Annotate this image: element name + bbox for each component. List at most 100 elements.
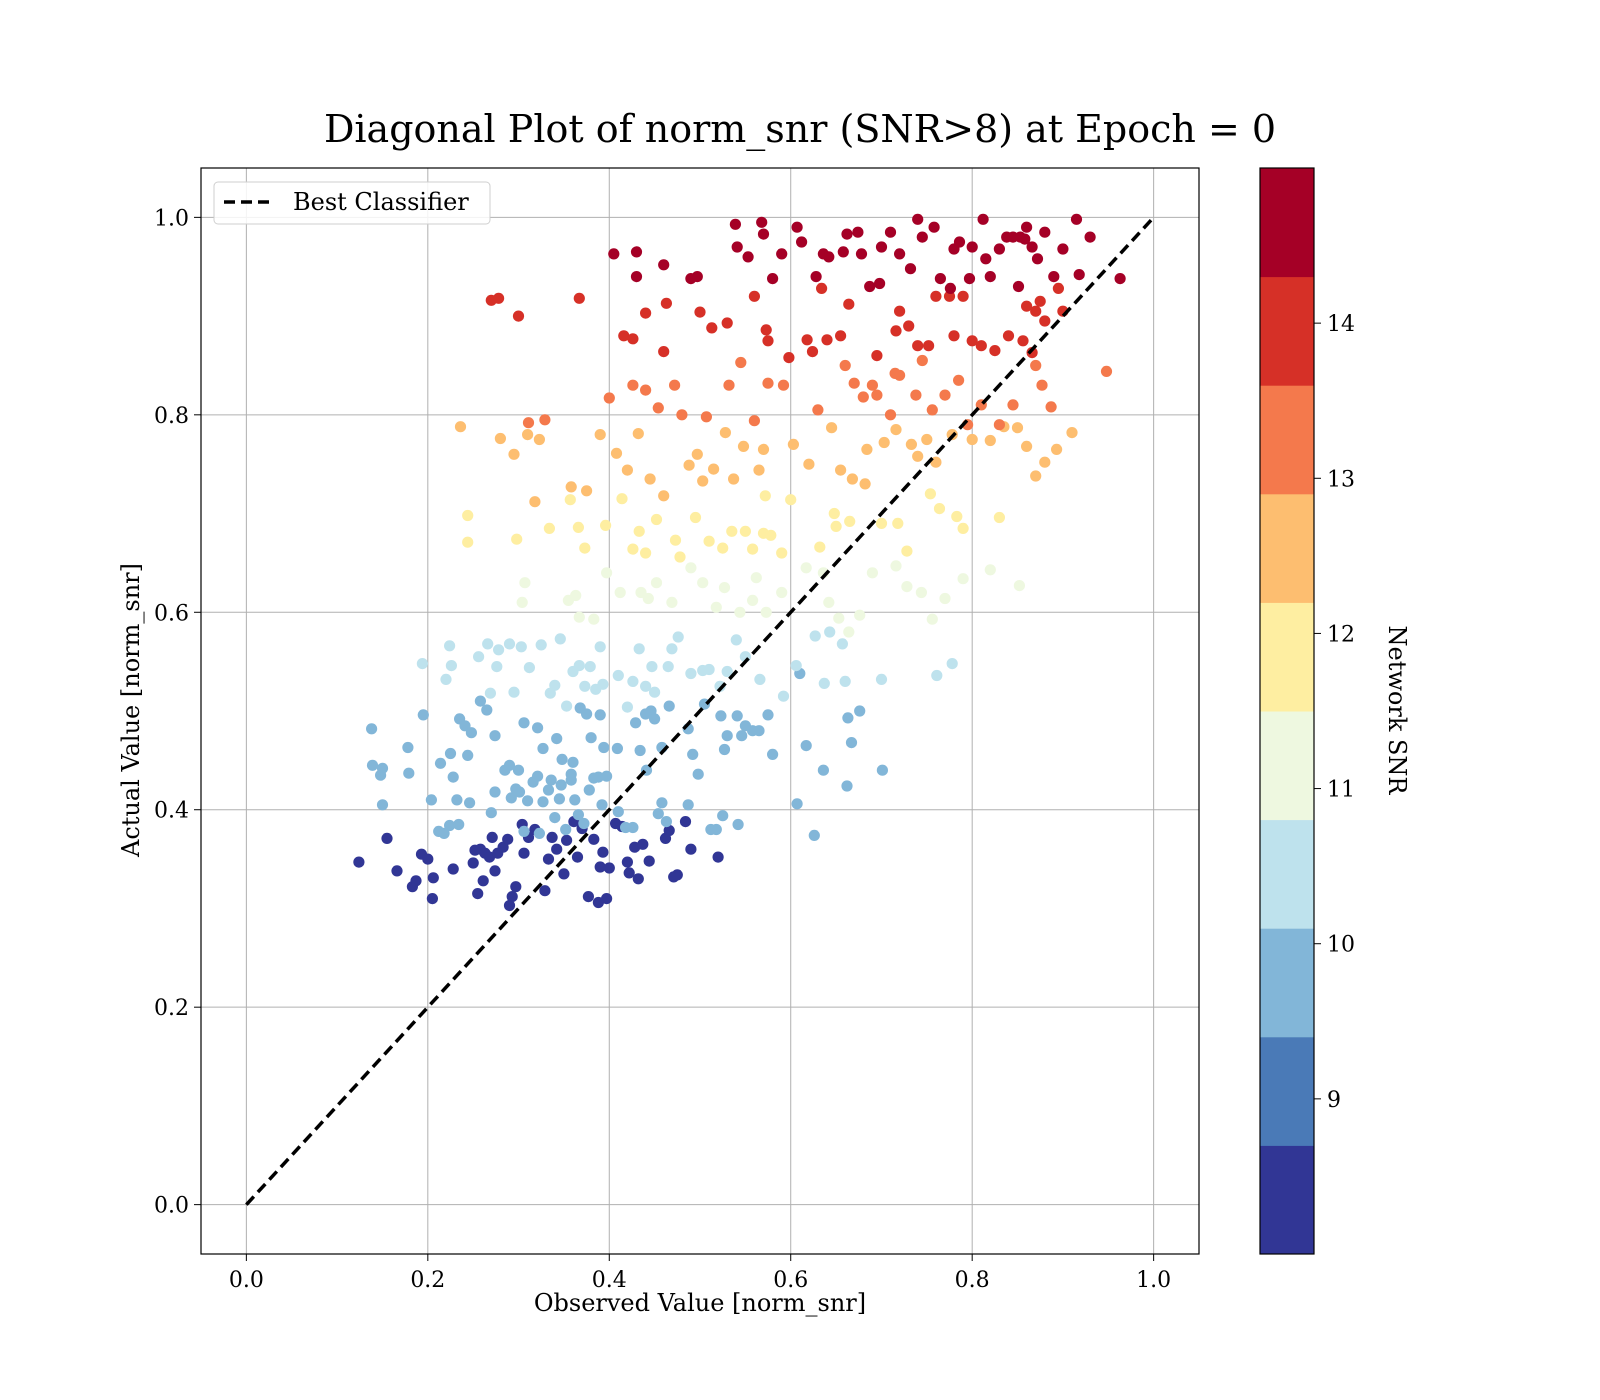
scatter-point	[588, 833, 600, 845]
scatter-point	[542, 853, 555, 865]
scatter-point	[422, 853, 434, 865]
scatter-point	[669, 534, 682, 546]
scatter-point	[762, 709, 774, 721]
scatter-point	[876, 764, 889, 776]
scatter-point	[787, 438, 800, 450]
scatter-point	[484, 687, 496, 699]
scatter-point	[491, 661, 503, 673]
scatter-point	[753, 725, 765, 737]
colorbar-band	[1260, 819, 1314, 929]
scatter-point	[644, 473, 656, 485]
scatter-point	[884, 226, 897, 238]
scatter-point	[630, 271, 643, 283]
scatter-point	[588, 613, 600, 625]
scatter-point	[754, 673, 766, 686]
scatter-point	[747, 594, 759, 607]
scatter-point	[833, 612, 845, 624]
scatter-point	[594, 861, 606, 873]
scatter-point	[890, 424, 902, 436]
scatter-point	[951, 510, 963, 523]
scatter-point	[666, 596, 678, 609]
scatter-point	[842, 712, 854, 724]
scatter-point	[486, 831, 498, 844]
scatter-point	[852, 226, 864, 238]
scatter-point	[445, 660, 457, 672]
scatter-point	[485, 807, 497, 819]
scatter-point	[600, 519, 612, 532]
scatter-point	[946, 658, 958, 670]
scatter-point	[993, 243, 1006, 255]
colorbar-band	[1260, 602, 1314, 712]
y-axis-label: Actual Value [norm_snr]	[117, 563, 145, 858]
x-tick-label: 0.6	[773, 1268, 808, 1293]
scatter-point	[977, 213, 989, 225]
scatter-point	[1019, 233, 1031, 245]
scatter-point	[835, 464, 847, 476]
scatter-point	[723, 379, 735, 391]
scatter-point	[453, 818, 465, 831]
scatter-point	[984, 564, 996, 576]
scatter-point	[662, 661, 674, 673]
scatter-point	[692, 768, 704, 780]
x-tick-label: 0.2	[410, 1268, 445, 1293]
scatter-point	[573, 292, 585, 304]
scatter-point	[546, 831, 558, 844]
scatter-point	[966, 241, 978, 253]
scatter-point	[650, 513, 663, 526]
scatter-point	[650, 577, 663, 589]
chart-title: Diagonal Plot of norm_snr (SNR>8) at Epo…	[324, 107, 1276, 152]
scatter-point	[916, 231, 928, 243]
scatter-point	[934, 273, 947, 285]
scatter-point	[966, 335, 978, 347]
scatter-point	[697, 577, 709, 589]
scatter-point	[633, 525, 645, 537]
scatter-point	[857, 391, 869, 403]
scatter-point	[402, 741, 414, 754]
colorbar-label: Network SNR	[1383, 626, 1411, 796]
x-tick-label: 0.0	[229, 1268, 264, 1293]
scatter-point	[627, 543, 639, 555]
scatter-point	[984, 434, 996, 447]
scatter-point	[767, 273, 779, 285]
scatter-point	[410, 875, 422, 887]
scatter-point	[679, 816, 692, 828]
scatter-point	[581, 708, 593, 720]
scatter-point	[513, 786, 526, 798]
scatter-point	[726, 525, 738, 537]
scatter-point	[736, 730, 748, 742]
scatter-point	[750, 572, 762, 584]
scatter-point	[828, 507, 840, 520]
scatter-point	[762, 335, 774, 347]
scatter-point	[821, 334, 833, 346]
scatter-point	[957, 290, 969, 302]
scatter-point	[910, 389, 922, 401]
scatter-point	[710, 823, 722, 836]
scatter-point	[649, 713, 661, 725]
scatter-point	[474, 695, 486, 707]
scatter-point	[760, 324, 772, 336]
colorbar-band	[1260, 385, 1314, 495]
scatter-point	[694, 306, 706, 318]
scatter-point	[642, 592, 654, 605]
scatter-point	[522, 795, 534, 807]
scatter-point	[801, 334, 813, 346]
scatter-point	[610, 447, 623, 459]
scatter-point	[757, 228, 770, 240]
scatter-point	[627, 675, 639, 688]
colorbar-tick-label: 10	[1327, 933, 1355, 958]
scatter-point	[703, 535, 715, 547]
scatter-point	[646, 661, 658, 673]
x-axis-ticks: 0.0 0.2 0.4 0.6 0.8 1.0	[229, 1254, 1171, 1293]
plot-frame	[200, 167, 1200, 1255]
scatter-point	[841, 228, 853, 240]
colorbar-frame	[1259, 167, 1315, 1255]
scatter-point	[597, 846, 609, 858]
scatter-point	[454, 421, 467, 433]
scatter-point	[777, 379, 790, 391]
scatter-point	[1026, 347, 1038, 359]
scatter-point	[603, 392, 615, 404]
scatter-point	[826, 422, 838, 434]
scatter-point	[572, 809, 585, 821]
scatter-point	[417, 709, 429, 721]
scatter-point	[634, 744, 646, 757]
